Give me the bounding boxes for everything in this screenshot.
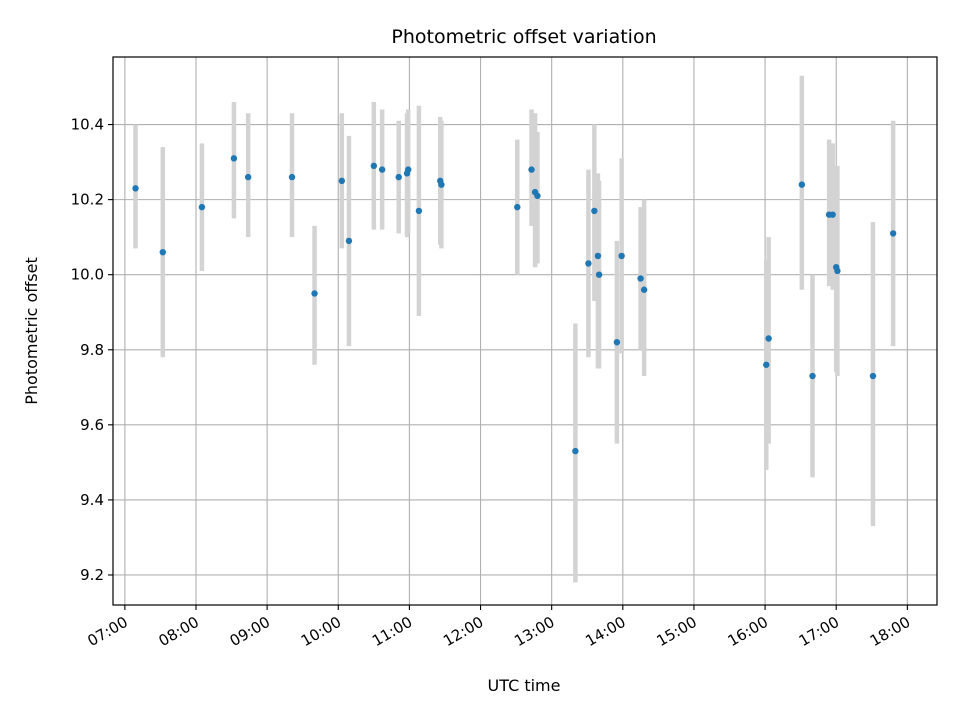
- data-point: [438, 181, 445, 188]
- data-point: [338, 177, 346, 185]
- data-point: [198, 203, 206, 211]
- data-point: [405, 166, 412, 173]
- x-tick-label: 08:00: [156, 613, 202, 650]
- x-tick-label: 14:00: [582, 613, 628, 650]
- data-point: [889, 230, 897, 237]
- y-tick-label: 9.6: [80, 416, 104, 434]
- data-point: [534, 192, 541, 200]
- data-point: [159, 248, 166, 256]
- data-point: [869, 372, 877, 380]
- x-axis-ticks: 07:00 08:00 09:00 10:00 11:00 12:00 13:00 14:00…: [84, 605, 913, 650]
- data-point: [288, 173, 296, 181]
- data-point: [765, 335, 772, 342]
- data-point: [798, 181, 806, 188]
- x-tick-label: 12:00: [440, 613, 486, 650]
- y-tick-label: 9.8: [80, 341, 104, 359]
- data-point: [613, 339, 621, 346]
- data-point: [572, 447, 579, 455]
- x-tick-label: 18:00: [867, 613, 913, 650]
- data-point: [595, 271, 603, 278]
- x-tick-label: 15:00: [654, 613, 700, 650]
- data-point: [370, 162, 378, 170]
- data-point: [637, 275, 644, 282]
- grid-lines: [113, 57, 937, 605]
- data-point: [594, 252, 602, 260]
- data-point: [834, 267, 841, 275]
- error-bars: [133, 75, 896, 583]
- x-tick-label: 09:00: [227, 613, 273, 650]
- data-point: [591, 207, 598, 215]
- x-tick-label: 13:00: [511, 613, 557, 650]
- data-point: [415, 207, 423, 215]
- y-axis-ticks: 9.2 9.4 9.6 9.8 10.0 10.2 10.4: [71, 116, 113, 584]
- data-point: [763, 361, 770, 368]
- data-point: [395, 173, 402, 181]
- y-tick-label: 10.4: [71, 116, 104, 134]
- data-point: [378, 166, 386, 173]
- data-points: [132, 155, 897, 455]
- data-point: [514, 203, 521, 211]
- x-axis-label: UTC time: [488, 676, 561, 695]
- x-tick-label: 17:00: [796, 613, 842, 650]
- y-axis-label: Photometric offset: [22, 257, 41, 405]
- x-tick-label: 16:00: [725, 613, 771, 650]
- data-point: [829, 211, 836, 218]
- chart-title: Photometric offset variation: [391, 26, 656, 48]
- data-point: [244, 173, 252, 181]
- data-point: [230, 155, 238, 162]
- y-tick-label: 10.0: [71, 266, 104, 284]
- data-point: [809, 372, 816, 380]
- x-tick-label: 10:00: [298, 613, 344, 650]
- data-point: [640, 286, 648, 293]
- y-tick-label: 9.2: [80, 566, 104, 584]
- x-tick-label: 11:00: [369, 613, 415, 650]
- data-point: [585, 260, 592, 267]
- data-point: [528, 166, 535, 173]
- data-point: [618, 252, 625, 260]
- x-tick-label: 07:00: [84, 613, 130, 650]
- y-tick-label: 10.2: [71, 191, 104, 209]
- data-point: [345, 237, 353, 245]
- y-tick-label: 9.4: [80, 491, 104, 509]
- data-point: [132, 185, 139, 192]
- data-point: [311, 290, 318, 297]
- plot-frame: [112, 56, 938, 606]
